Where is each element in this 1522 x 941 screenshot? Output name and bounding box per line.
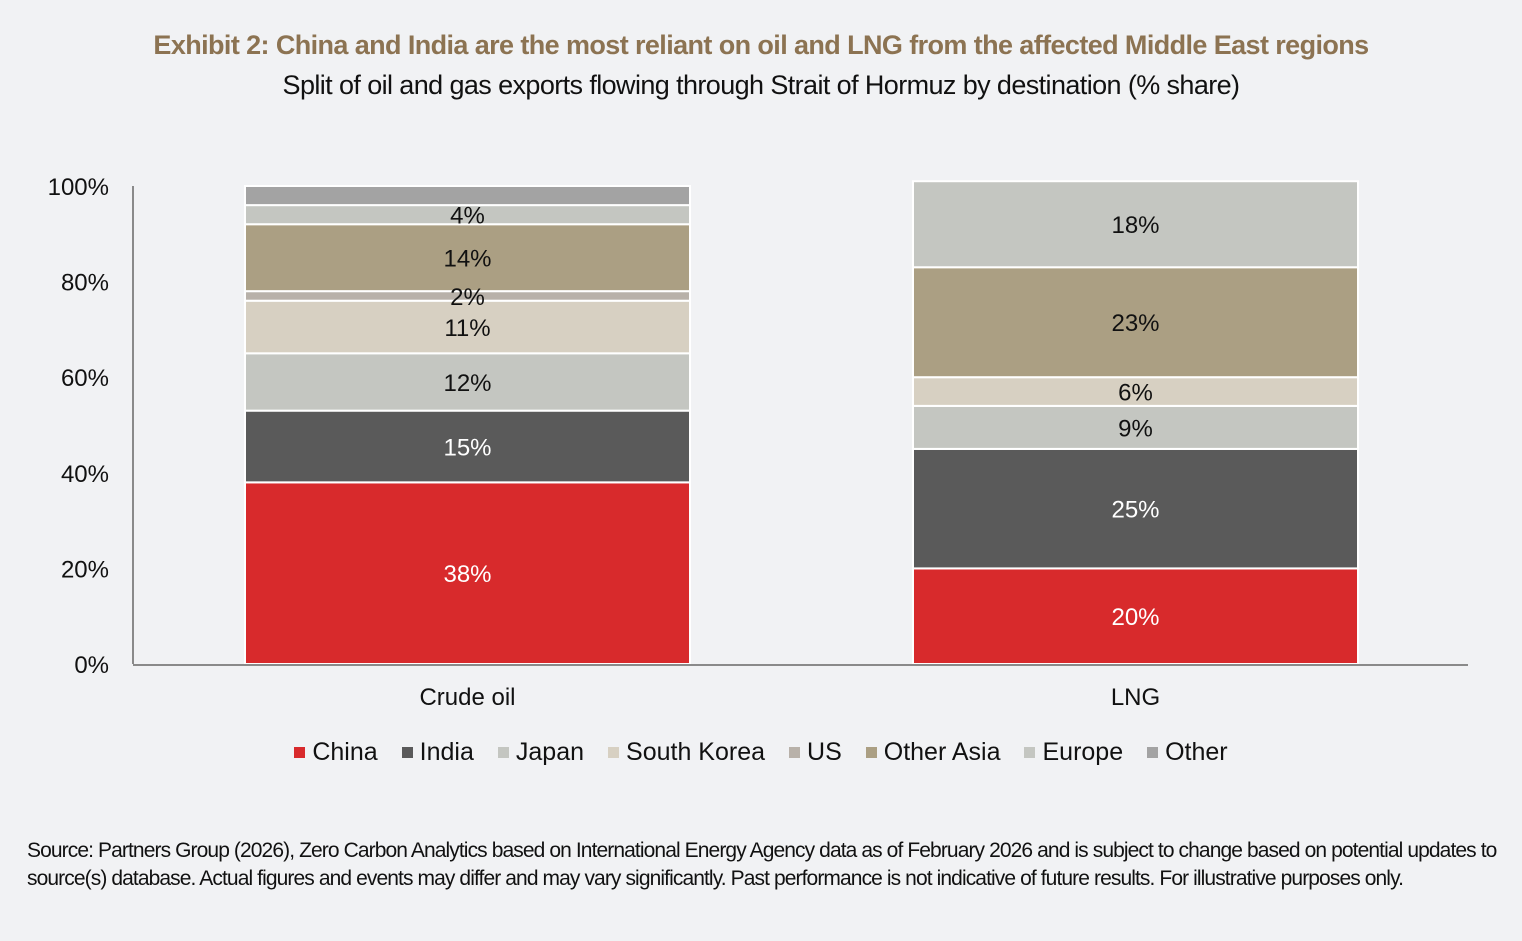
bar-segment-lng-india (912, 447, 1359, 570)
bar-segment-crude-oil-india (244, 409, 691, 484)
legend-swatch (1147, 747, 1159, 758)
y-axis: 0% 20% 40% 60% 80% 100% (48, 174, 134, 679)
data-label: 15% (443, 435, 491, 462)
legend-label: Japan (515, 738, 585, 766)
data-label: 11% (444, 315, 490, 342)
legend-label: India (419, 738, 474, 766)
legend-label: China (312, 738, 378, 766)
bar-segment-lng-japan (912, 404, 1359, 450)
legend-item-europe: Europe (1024, 738, 1123, 767)
chart-title: Exhibit 2: China and India are the most … (153, 30, 1369, 60)
data-label: 20% (1111, 604, 1159, 631)
x-axis: Crude oil LNG (133, 664, 1468, 711)
data-label: 14% (443, 246, 491, 273)
legend-swatch (497, 747, 509, 758)
legend-swatch (1024, 747, 1036, 758)
bar-segment-lng-europe (912, 180, 1359, 269)
legend-swatch (608, 747, 620, 758)
legend-label: South Korea (626, 738, 766, 766)
data-label: 18% (1111, 212, 1159, 239)
data-labels: 38% 15% 12% 11% 2% 14% 4% 20% 25% 9% 6% 23% 18% (443, 203, 1159, 632)
y-tick-label: 20% (61, 556, 109, 583)
stacked-bar-chart: 0% 20% 40% 60% 80% 100% Crude oil LNG 38% 15% 12… (48, 174, 1468, 711)
y-tick-label: 0% (74, 652, 109, 679)
data-label: 23% (1111, 310, 1159, 337)
bar-segment-lng-other-asia (912, 266, 1359, 379)
legend-swatch (401, 747, 413, 758)
y-tick-label: 100% (48, 174, 109, 201)
data-label: 25% (1111, 497, 1159, 524)
bar-segments (244, 180, 1359, 666)
legend-item-us: US (789, 738, 842, 767)
y-tick-label: 40% (61, 461, 109, 488)
legend-item-india: India (401, 738, 474, 767)
data-label: 4% (450, 203, 485, 230)
legend-label: Other Asia (883, 738, 1001, 766)
legend-item-japan: Japan (497, 738, 585, 767)
data-label: 6% (1118, 380, 1153, 407)
legend-item-other-asia: Other Asia (865, 738, 1001, 767)
bar-segment-lng-china (912, 567, 1359, 666)
x-tick-label: LNG (1111, 684, 1160, 711)
x-tick-label: Crude oil (419, 684, 515, 711)
source-note: Source: Partners Group (2026), Zero Carb… (27, 839, 1497, 890)
data-label: 9% (1118, 415, 1153, 442)
data-label: 2% (450, 284, 485, 311)
legend-swatch (294, 747, 306, 758)
y-tick-label: 60% (61, 365, 109, 392)
bar-segment-crude-oil-other (244, 185, 691, 207)
y-tick-label: 80% (61, 270, 109, 297)
legend-swatch (865, 747, 877, 758)
bar-segment-crude-oil-japan (244, 352, 691, 412)
legend-label: Europe (1042, 738, 1124, 766)
legend-label: US (807, 738, 842, 766)
data-label: 12% (443, 370, 491, 397)
chart-subtitle: Split of oil and gas exports flowing thr… (282, 70, 1241, 100)
legend-label: Other (1165, 738, 1228, 766)
legend-item-other: Other (1147, 738, 1228, 767)
legend-item-china: China (294, 738, 378, 767)
legend-swatch (789, 747, 801, 758)
data-label: 38% (443, 561, 491, 588)
legend-item-south-korea: South Korea (608, 738, 765, 767)
legend: China India Japan South Korea US Other Asia Eu… (0, 738, 1522, 767)
